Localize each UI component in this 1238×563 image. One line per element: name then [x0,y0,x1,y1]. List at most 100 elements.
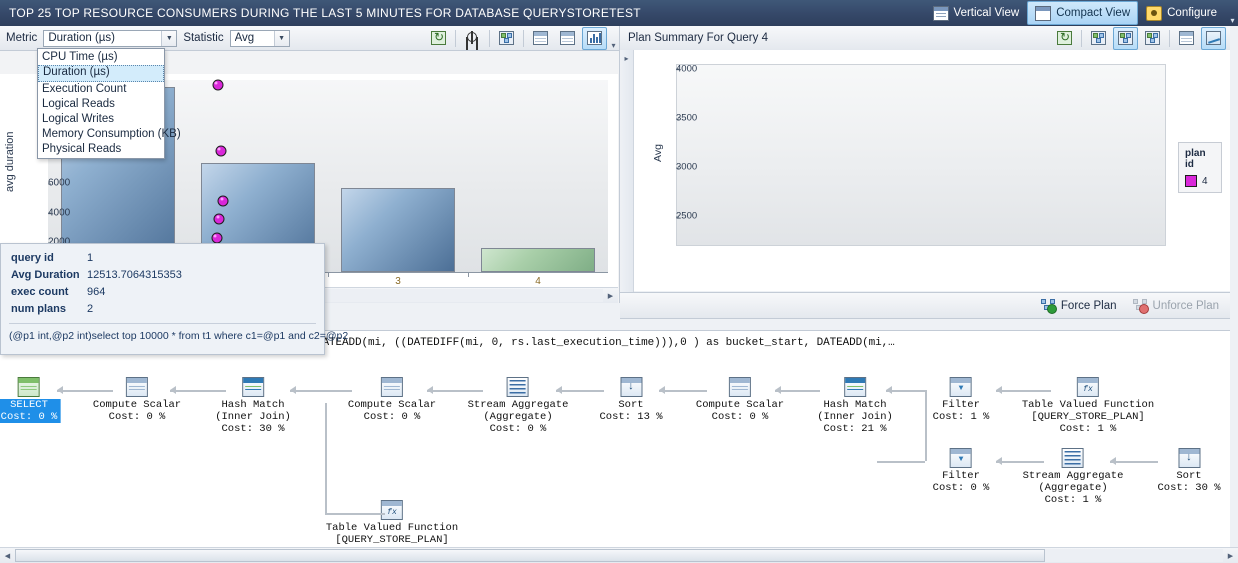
plan-node-select[interactable]: SELECT Cost: 0 % [0,377,61,423]
scroll-thumb[interactable] [15,549,1045,562]
tooltip-divider [9,323,316,324]
plan-edge-arrow [1110,457,1116,465]
plan-node-hash2[interactable]: Hash Match (Inner Join) Cost: 21 % [817,377,893,435]
filter-icon [950,377,972,397]
plan-node-label: Stream Aggregate [1022,470,1124,482]
plan-node-agg1[interactable]: Stream Aggregate (Aggregate) Cost: 0 % [468,377,568,435]
metric-option-logical-writes[interactable]: Logical Writes [42,113,115,125]
plan-node-label: Cost: 1 % [326,546,458,547]
plan-edge-arrow [886,386,892,394]
plan-edge [427,390,483,392]
scatter-point[interactable] [212,79,224,91]
metric-dropdown-list[interactable]: CPU Time (µs) Duration (µs) Execution Coun… [37,48,181,159]
plan-node-label: Sort [1176,470,1202,482]
statistic-label: Statistic [183,32,224,44]
scroll-right-icon[interactable]: ▶ [607,292,614,300]
plan-horizontal-scrollbar[interactable]: ◀ ▶ [0,547,1238,563]
scroll-right-icon[interactable]: ▶ [1227,552,1234,560]
bar-chart-y-axis-label: avg duration [4,131,16,192]
scroll-track[interactable] [15,549,1223,562]
panel-collapse-handle[interactable]: ▸ [620,50,634,295]
view-query-plan-button[interactable] [494,27,519,50]
window-vertical-scrollbar[interactable] [1230,26,1238,547]
compute-scalar-icon [729,377,751,397]
plan-node-label: (Aggregate) [483,411,553,423]
metric-option-cpu-time-s[interactable]: CPU Time (µs) [42,51,118,63]
statistic-select[interactable]: Avg ▼ [229,29,290,47]
chart-view-button[interactable] [1201,26,1226,50]
force-plan-icon [1040,298,1057,314]
plan-node-tvf2[interactable]: Table Valued Function[QUERY_STORE_PLAN]C… [326,500,458,547]
tooltip-value: 2 [87,303,94,315]
plan-node-label: (Inner Join) [215,411,291,423]
toolbar-divider [489,29,490,47]
bar-4[interactable] [480,248,596,272]
tooltip-row: exec count 964 [11,286,314,298]
plan-edge [57,390,113,392]
bar-3[interactable] [340,187,456,272]
grid-view-button[interactable] [528,27,553,50]
plan-node-cs3[interactable]: Compute Scalar Cost: 0 % [696,377,784,423]
metric-option-physical-reads[interactable]: Physical Reads [42,143,122,155]
plan-node-tvf1[interactable]: Table Valued Function[QUERY_STORE_PLAN]C… [1022,377,1154,435]
titlebar-overflow-chevron[interactable]: ▾ [1230,16,1235,25]
refresh-button[interactable] [426,27,451,50]
scatter-point[interactable] [211,232,223,244]
plan-edge [1110,461,1158,463]
metric-option-execution-count[interactable]: Execution Count [42,83,127,95]
plan-node-agg2[interactable]: Stream Aggregate (Aggregate) Cost: 1 % [1022,448,1124,506]
scatter-plot-area [211,64,1166,246]
metric-select[interactable]: Duration (µs) ▼ [43,29,178,47]
metric-option-duration-s[interactable]: Duration (µs) [38,65,164,82]
filter-icon [950,448,972,468]
force-plan-button[interactable]: Force Plan [1033,295,1125,317]
metric-option-memory-consumption-kb[interactable]: Memory Consumption (KB) [42,128,181,140]
plan-node-label: Filter [942,470,980,482]
plan-node-cs1[interactable]: Compute Scalar Cost: 0 % [93,377,181,423]
compact-view-button[interactable]: Compact View [1027,1,1139,25]
legend-item[interactable]: 4 [1185,175,1215,187]
plan-node-hash1[interactable]: Hash Match (Inner Join) Cost: 30 % [215,377,291,435]
page-title: TOP 25 TOP RESOURCE CONSUMERS DURING THE… [9,6,641,20]
scroll-left-icon[interactable]: ◀ [4,552,11,560]
force-plan-icon [1091,31,1106,45]
tooltip-value: 12513.7064315353 [87,269,182,281]
unforce-plan-toolbar-button[interactable] [1113,26,1138,50]
refresh-icon [1057,30,1072,45]
left-toolbar-overflow-chevron[interactable]: ▾ [611,41,616,50]
force-plan-toolbar-button[interactable] [1086,27,1111,50]
refresh-button[interactable] [1052,27,1077,50]
plan-node-label: [QUERY_STORE_PLAN] [1031,411,1145,423]
compare-plans-button[interactable] [1140,27,1165,50]
grid-view-icon [1179,31,1194,45]
grid-detail-button[interactable] [555,27,580,50]
plan-edge-arrow [290,386,296,394]
unforce-plan-label: Unforce Plan [1152,299,1219,312]
plan-node-label: Sort [618,399,644,411]
compute-scalar-icon [381,377,403,397]
bar-x-tick-3: 3 [395,276,401,287]
plan-edge [996,390,1051,392]
scatter-point[interactable] [217,195,229,207]
plan-edge [877,461,925,463]
configure-button[interactable]: Configure [1138,1,1225,25]
plan-node-cs2[interactable]: Compute Scalar Cost: 0 % [348,377,436,423]
window-title-bar: TOP 25 TOP RESOURCE CONSUMERS DURING THE… [0,0,1238,26]
metric-option-logical-reads[interactable]: Logical Reads [42,98,115,110]
unforce-plan-button[interactable]: Unforce Plan [1125,295,1227,317]
scatter-point[interactable] [213,213,225,225]
plan-edge-arrow [659,386,665,394]
plan-node-label: Filter [942,399,980,411]
scatter-point[interactable] [215,145,227,157]
toolbar-divider [1081,29,1082,47]
execution-plan-diagram[interactable]: SELECT Cost: 0 % Compute Scalar Cost: 0 % Ha… [0,355,1238,547]
vertical-view-button[interactable]: Vertical View [925,1,1028,25]
chart-view-button[interactable] [582,26,607,50]
grid-view-button[interactable] [1174,27,1199,50]
track-query-button[interactable] [460,27,485,50]
